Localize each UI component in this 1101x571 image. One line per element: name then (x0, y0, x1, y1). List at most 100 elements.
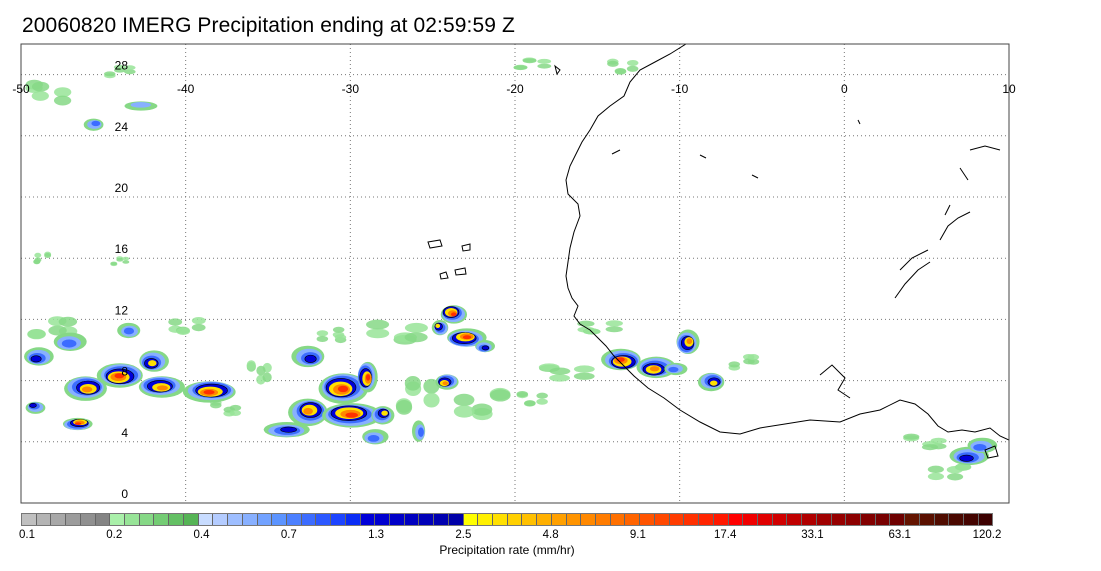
light-precip-cell (489, 389, 511, 402)
light-precip-cell (31, 91, 49, 101)
colorbar-swatch (890, 514, 906, 525)
colorbar-swatch (610, 514, 626, 525)
light-precip-cell (54, 87, 72, 98)
colorbar-swatch (537, 514, 552, 525)
colorbar-swatch (80, 514, 96, 525)
light-precip-cell (626, 65, 639, 72)
light-precip-cell (366, 319, 390, 330)
light-precip-cell (44, 253, 52, 258)
colorbar-swatch (301, 514, 317, 525)
colorbar-swatch (331, 514, 346, 525)
lon-tick-label: 0 (841, 82, 848, 96)
light-precip-cell (549, 367, 571, 375)
colorbar-swatch (272, 514, 287, 525)
colorbar-swatch (787, 514, 803, 525)
precip-cell (450, 312, 457, 317)
colorbar-swatch (51, 514, 67, 525)
precip-cell (75, 422, 82, 425)
colorbar-swatch (772, 514, 788, 525)
light-precip-cell (124, 69, 136, 75)
colorbar-swatch (95, 514, 111, 525)
light-precip-cell (116, 257, 124, 262)
precip-cell (481, 345, 490, 351)
light-precip-cell (536, 392, 548, 399)
colorbar-swatch (596, 514, 611, 525)
light-precip-cell (947, 473, 964, 481)
inland-rivers (611, 119, 1001, 399)
colorbar-tick-label: 0.1 (19, 529, 35, 541)
colorbar (21, 513, 993, 526)
colorbar-swatch (198, 514, 214, 525)
light-precip-cell (332, 326, 345, 333)
colorbar-swatch (22, 514, 37, 525)
colorbar-swatch (66, 514, 81, 525)
colorbar-swatch (139, 514, 155, 525)
light-precip-cell (930, 437, 947, 444)
light-precip-cell (53, 95, 72, 106)
colorbar-swatch (242, 514, 258, 525)
colorbar-swatch (522, 514, 538, 525)
precip-cell (123, 327, 135, 335)
light-precip-cell (334, 334, 347, 341)
colorbar-swatch (257, 514, 273, 525)
colorbar-swatch (949, 514, 964, 525)
light-precip-cell (513, 65, 528, 71)
light-precip-cell (229, 409, 242, 417)
precip-cell (280, 426, 297, 433)
colorbar-swatch (316, 514, 332, 525)
colorbar-swatch (463, 514, 479, 525)
lon-tick-label: -40 (177, 82, 195, 96)
colorbar-swatch (713, 514, 729, 525)
precip-cell (668, 366, 679, 373)
colorbar-tick-label: 120.2 (972, 529, 1002, 541)
colorbar-swatch (964, 514, 979, 525)
precip-cell (686, 338, 693, 345)
light-precip-cell (423, 392, 440, 408)
colorbar-swatch (846, 514, 861, 525)
lon-tick-label: -30 (342, 82, 360, 96)
precip-cell (203, 389, 215, 395)
light-precip-cell (404, 332, 428, 343)
colorbar-swatch (860, 514, 876, 525)
light-precip-cell (316, 330, 329, 337)
colorbar-tick-label: 33.1 (801, 529, 824, 541)
colorbar-swatch (169, 514, 184, 525)
light-precip-cell (536, 398, 548, 405)
precipitation-map: -50 -40 -30 -20 -10 0 10 0 4 8 12 16 20 24 28 (12, 43, 1016, 504)
precip-cell (365, 374, 371, 381)
precip-cell (91, 120, 101, 127)
light-precip-cell (471, 403, 493, 416)
precip-cell (709, 380, 718, 386)
light-precip-cell (404, 322, 428, 333)
colorbar-tick-label: 0.4 (193, 529, 210, 541)
colorbar-swatch (669, 514, 685, 525)
lat-tick-label: 24 (115, 120, 129, 134)
colorbar-swatch (625, 514, 641, 525)
light-precip-cell (34, 252, 42, 258)
colorbar-swatch (802, 514, 817, 525)
lon-tick-label: -20 (506, 82, 524, 96)
light-precip-cell (210, 402, 222, 409)
light-precip-cell (453, 405, 475, 418)
lon-tick-label: -10 (671, 82, 689, 96)
colorbar-swatch (448, 514, 464, 525)
light-precip-cell (728, 361, 741, 368)
light-precip-cell (168, 318, 183, 326)
map-frame (20, 43, 1010, 504)
precip-cell (156, 385, 168, 391)
light-precip-cell (366, 328, 390, 339)
light-precip-cell (262, 372, 272, 383)
light-precip-cell (626, 59, 639, 67)
colorbar-tick-label: 1.3 (368, 529, 385, 541)
light-precip-cell (927, 472, 944, 481)
precip-cell (304, 354, 317, 363)
colorbar-tick-label: 4.8 (542, 529, 559, 541)
light-precip-cell (954, 463, 972, 471)
lat-tick-label: 8 (121, 365, 128, 379)
precip-cell (649, 366, 660, 372)
lat-tick-label: 4 (121, 426, 128, 440)
precip-cell (345, 412, 358, 418)
colorbar-tick-label: 9.1 (629, 529, 646, 541)
light-precip-cell (516, 390, 529, 398)
map-title: 20060820 IMERG Precipitation ending at 0… (22, 14, 515, 37)
